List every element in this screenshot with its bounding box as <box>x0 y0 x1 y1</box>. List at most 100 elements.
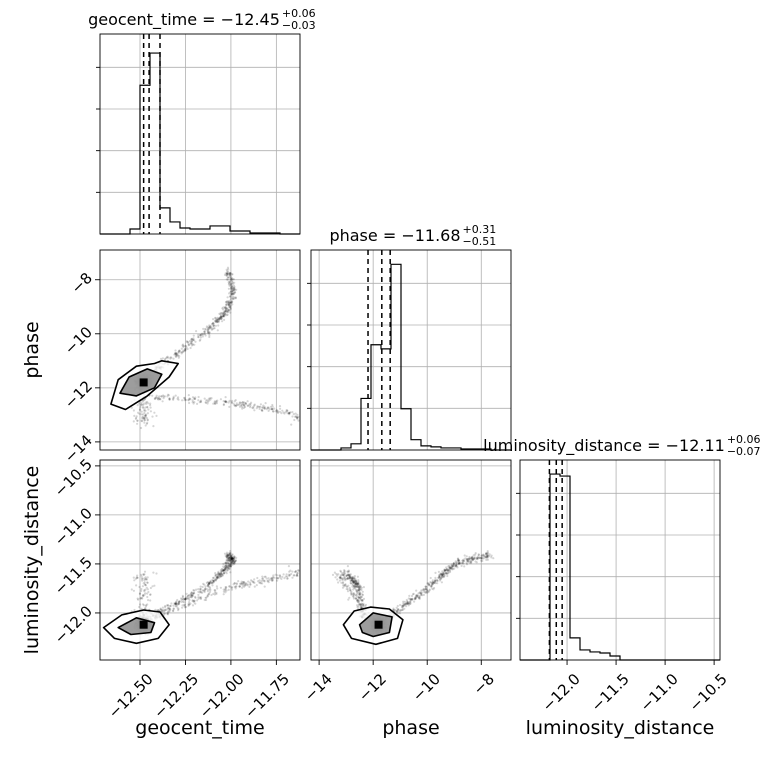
sample-point <box>344 583 347 586</box>
sample-point <box>403 602 406 606</box>
sample-point <box>226 554 229 557</box>
sample-point <box>144 577 147 581</box>
sample-point <box>212 324 215 327</box>
sample-point <box>205 399 208 402</box>
sample-point <box>244 405 247 409</box>
sample-point <box>293 415 297 418</box>
sample-point <box>133 579 136 582</box>
sample-point <box>223 312 226 315</box>
sample-point <box>351 584 354 587</box>
sample-point <box>192 338 195 342</box>
sample-point <box>358 597 361 600</box>
sample-point <box>144 576 147 579</box>
sample-point <box>427 582 430 586</box>
sample-point <box>344 577 347 581</box>
sample-point <box>140 419 143 422</box>
sample-point <box>359 602 362 606</box>
sample-point <box>288 574 291 577</box>
sample-point <box>223 568 227 571</box>
sample-point <box>482 553 485 556</box>
histogram-bar <box>351 444 361 450</box>
sample-point <box>183 601 186 604</box>
sample-point <box>227 300 230 303</box>
sample-point <box>201 585 204 589</box>
sample-point <box>275 577 278 580</box>
sample-point <box>345 574 348 577</box>
sample-point <box>356 583 359 587</box>
sample-point <box>217 321 220 324</box>
panel-frame <box>310 459 512 661</box>
sample-point <box>451 565 454 568</box>
sample-point <box>357 580 360 584</box>
sample-point <box>178 601 181 604</box>
sample-point <box>229 557 232 560</box>
sample-point <box>221 570 224 573</box>
sample-point <box>463 559 466 563</box>
sample-point <box>206 399 209 402</box>
sample-point <box>346 588 349 591</box>
sample-point <box>222 569 225 572</box>
sample-point <box>492 557 495 560</box>
sample-point <box>296 416 299 419</box>
sample-point <box>184 598 187 601</box>
sample-point <box>226 272 229 275</box>
sample-point <box>230 557 233 560</box>
sample-point <box>333 571 336 574</box>
sample-point <box>227 302 230 305</box>
sample-point <box>451 568 454 571</box>
sample-point <box>454 560 457 563</box>
sample-point <box>354 578 357 581</box>
sample-point <box>465 563 469 566</box>
sample-point <box>229 563 232 566</box>
sample-point <box>225 303 228 306</box>
sample-point <box>442 572 445 575</box>
sample-point <box>143 589 146 592</box>
sample-point <box>230 292 233 295</box>
sample-point <box>161 400 164 403</box>
sample-point <box>231 559 235 562</box>
sample-point <box>334 576 337 579</box>
sample-point <box>428 583 431 586</box>
sample-point <box>164 608 167 611</box>
sample-point <box>284 575 287 578</box>
sample-point <box>237 403 240 406</box>
sample-point <box>401 608 404 612</box>
sample-point <box>230 557 234 560</box>
sample-point <box>463 554 466 557</box>
title-minus-error: −0.03 <box>282 19 316 32</box>
sample-point <box>230 399 234 402</box>
sample-point <box>448 569 451 572</box>
sample-point <box>358 593 361 596</box>
sample-point <box>139 603 142 606</box>
sample-point <box>135 576 138 579</box>
sample-point <box>228 276 231 279</box>
sample-point <box>350 579 353 582</box>
sample-point <box>232 559 235 562</box>
sample-point <box>433 581 436 585</box>
sample-point <box>262 579 265 582</box>
sample-point <box>443 569 446 572</box>
sample-point <box>224 588 227 591</box>
sample-point <box>224 568 227 571</box>
sample-point <box>212 581 215 584</box>
sample-point <box>270 577 273 580</box>
peak-marker <box>139 620 148 629</box>
sample-point <box>219 316 222 319</box>
sample-point <box>189 593 192 596</box>
sample-point <box>197 399 200 402</box>
sample-point <box>461 559 464 562</box>
sample-point <box>356 599 359 602</box>
sample-point <box>420 589 423 592</box>
sample-point <box>146 406 149 409</box>
sample-point <box>230 285 234 288</box>
sample-point <box>237 580 240 583</box>
sample-point <box>225 564 228 567</box>
sample-point <box>451 567 454 571</box>
sample-point <box>162 610 166 613</box>
sample-point <box>488 553 491 556</box>
sample-point <box>434 579 437 583</box>
sample-point <box>213 400 216 403</box>
sample-point <box>196 402 199 405</box>
sample-point <box>222 590 225 593</box>
sample-point <box>192 334 195 337</box>
